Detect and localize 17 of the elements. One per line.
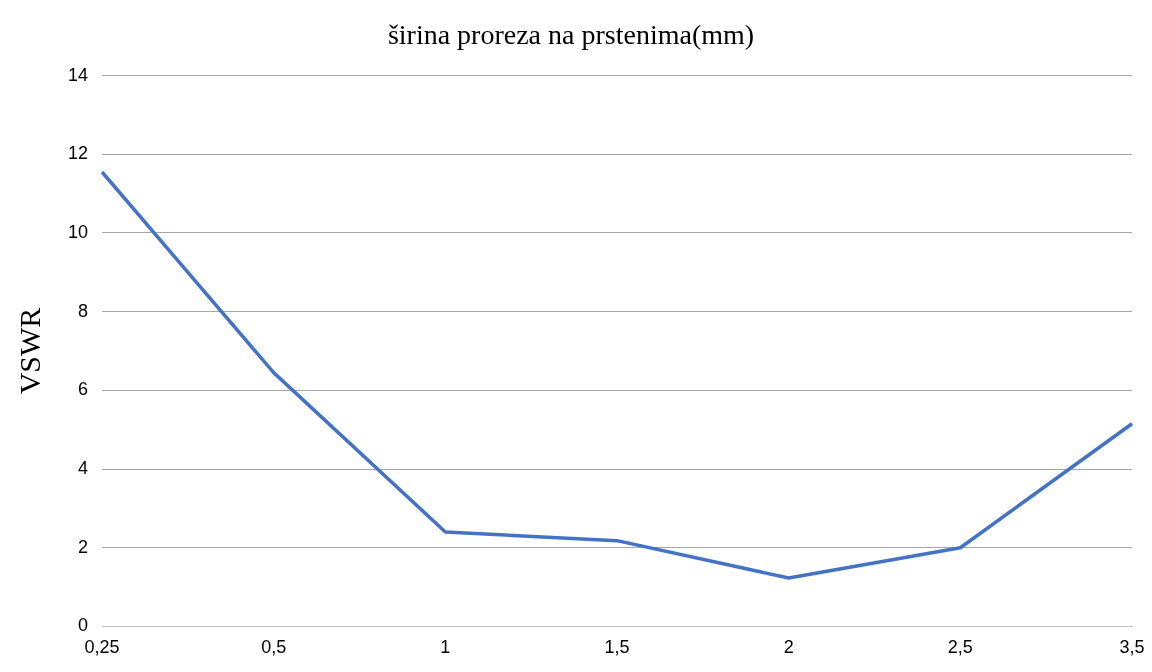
y-tick-label: 6 — [78, 379, 89, 400]
x-tick-label: 2,5 — [947, 637, 973, 658]
x-tick-label: 3,5 — [1119, 637, 1145, 658]
chart-title: širina proreza na prstenima(mm) — [387, 19, 755, 51]
x-tick-label: 2 — [783, 637, 794, 658]
y-tick-label: 10 — [67, 221, 89, 242]
x-tick-label: 0,25 — [84, 637, 120, 658]
x-tick-label: 0,5 — [261, 637, 287, 658]
y-tick-label: 12 — [67, 143, 89, 164]
x-tick-label: 1,5 — [604, 637, 630, 658]
y-tick-label: 0 — [78, 615, 89, 636]
y-tick-label: 2 — [78, 536, 89, 557]
y-tick-label: 4 — [78, 458, 89, 478]
x-tick-label: 1 — [440, 637, 451, 658]
y-tick-label: 8 — [78, 300, 89, 321]
y-axis-title: VSWR — [12, 307, 46, 395]
y-tick-label: 14 — [67, 64, 89, 85]
